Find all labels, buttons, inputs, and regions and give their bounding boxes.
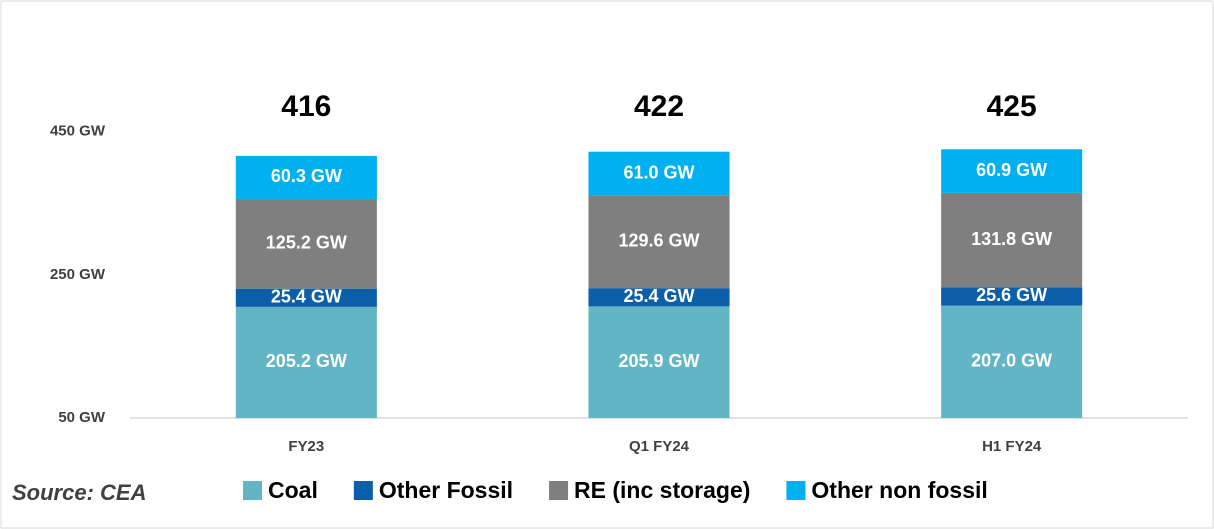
data-label: 205.2 GW — [266, 351, 347, 371]
data-label: 125.2 GW — [266, 233, 347, 253]
y-tick-label: 250 GW — [50, 266, 106, 283]
bar-segment — [588, 306, 730, 418]
bar-segment — [941, 192, 1083, 288]
data-label: 129.6 GW — [618, 231, 699, 251]
x-tick-label: Q1 FY24 — [629, 438, 690, 455]
legend-swatch — [786, 481, 806, 500]
data-label: 60.9 GW — [976, 160, 1047, 180]
data-label: 205.9 GW — [618, 351, 699, 371]
bar-segment — [588, 288, 730, 307]
source: Source: CEA — [12, 480, 146, 505]
data-label: 61.0 GW — [623, 162, 694, 182]
x-tick-label: H1 FY24 — [982, 438, 1042, 455]
bar-segment — [235, 155, 377, 200]
data-label: 207.0 GW — [971, 351, 1052, 371]
bar-segment — [235, 288, 377, 307]
bar-segment — [941, 305, 1083, 418]
legend-swatch — [243, 481, 262, 500]
data-label: 25.4 GW — [271, 287, 342, 307]
bar-segment — [588, 151, 730, 196]
bar-segment — [588, 195, 730, 289]
legend-label: Coal — [268, 477, 318, 503]
y-tick-label: 450 GW — [50, 123, 106, 140]
legend-label: RE (inc storage) — [574, 477, 750, 503]
total-label: 416 — [281, 90, 331, 123]
x-tick-label: FY23 — [288, 438, 324, 455]
data-label: 60.3 GW — [271, 166, 342, 186]
y-tick-label: 50 GW — [58, 409, 106, 426]
legend-label: Other Fossil — [379, 477, 513, 503]
legend-swatch — [549, 481, 569, 500]
total-label: 425 — [987, 90, 1037, 123]
total-label: 422 — [634, 90, 684, 123]
legend-label: Other non fossil — [811, 477, 987, 503]
bar-segment — [941, 287, 1083, 306]
legend-swatch — [353, 481, 373, 500]
bar-segment — [235, 199, 377, 289]
data-label: 131.8 GW — [971, 229, 1052, 249]
bar-segment — [941, 149, 1083, 193]
data-label: 25.4 GW — [623, 286, 694, 306]
bar-segment — [235, 306, 377, 418]
data-label: 25.6 GW — [976, 285, 1047, 305]
